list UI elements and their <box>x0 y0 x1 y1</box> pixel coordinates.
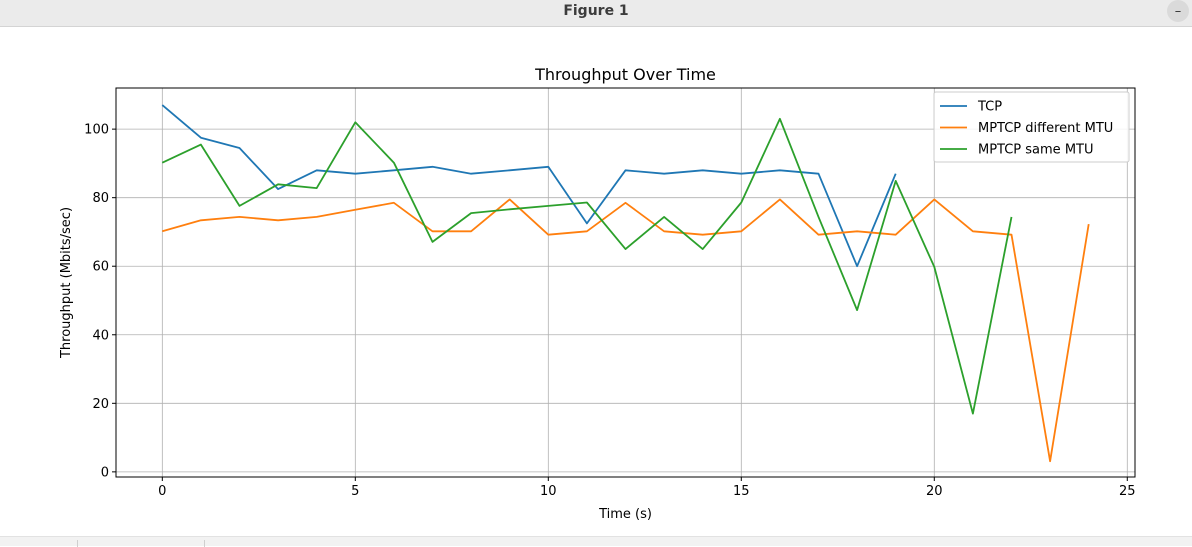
status-bar <box>0 536 1192 547</box>
x-tick-label: 0 <box>158 484 166 499</box>
y-axis-label: Throughput (Mbits/sec) <box>59 207 74 359</box>
status-separator <box>204 540 205 547</box>
y-tick-label: 20 <box>92 397 109 412</box>
throughput-chart: 0 5 10 15 20 25 0 20 40 60 80 100 Throughput Over T… <box>59 65 1136 522</box>
x-tick-label: 10 <box>540 484 557 499</box>
axis-ticks: 0 5 10 15 20 25 0 20 40 60 80 100 <box>84 123 1135 499</box>
y-tick-label: 80 <box>92 191 109 206</box>
x-tick-label: 25 <box>1119 484 1136 499</box>
legend-label: MPTCP same MTU <box>978 143 1094 158</box>
y-tick-label: 60 <box>92 260 109 275</box>
legend: TCP MPTCP different MTU MPTCP same MTU <box>933 91 1130 163</box>
x-axis-label: Time (s) <box>598 507 652 522</box>
legend-label: TCP <box>977 100 1002 115</box>
plot-frame <box>115 87 1136 478</box>
y-tick-label: 100 <box>84 123 109 138</box>
legend-label: MPTCP different MTU <box>978 121 1113 136</box>
minimize-button[interactable]: – <box>1167 0 1189 22</box>
x-tick-label: 5 <box>351 484 359 499</box>
series-line-1 <box>161 104 897 268</box>
x-tick-label: 15 <box>733 484 750 499</box>
window-titlebar: Figure 1 – <box>0 0 1192 27</box>
window-title: Figure 1 <box>563 3 629 19</box>
legend-box <box>933 91 1130 163</box>
y-tick-label: 40 <box>92 328 109 343</box>
series-line-3 <box>161 117 1013 415</box>
chart-title: Throughput Over Time <box>534 65 716 84</box>
status-separator <box>77 540 78 547</box>
y-tick-label: 0 <box>101 465 109 480</box>
series-lines <box>161 104 1090 463</box>
x-tick-label: 20 <box>926 484 943 499</box>
series-line-2 <box>162 198 1090 463</box>
